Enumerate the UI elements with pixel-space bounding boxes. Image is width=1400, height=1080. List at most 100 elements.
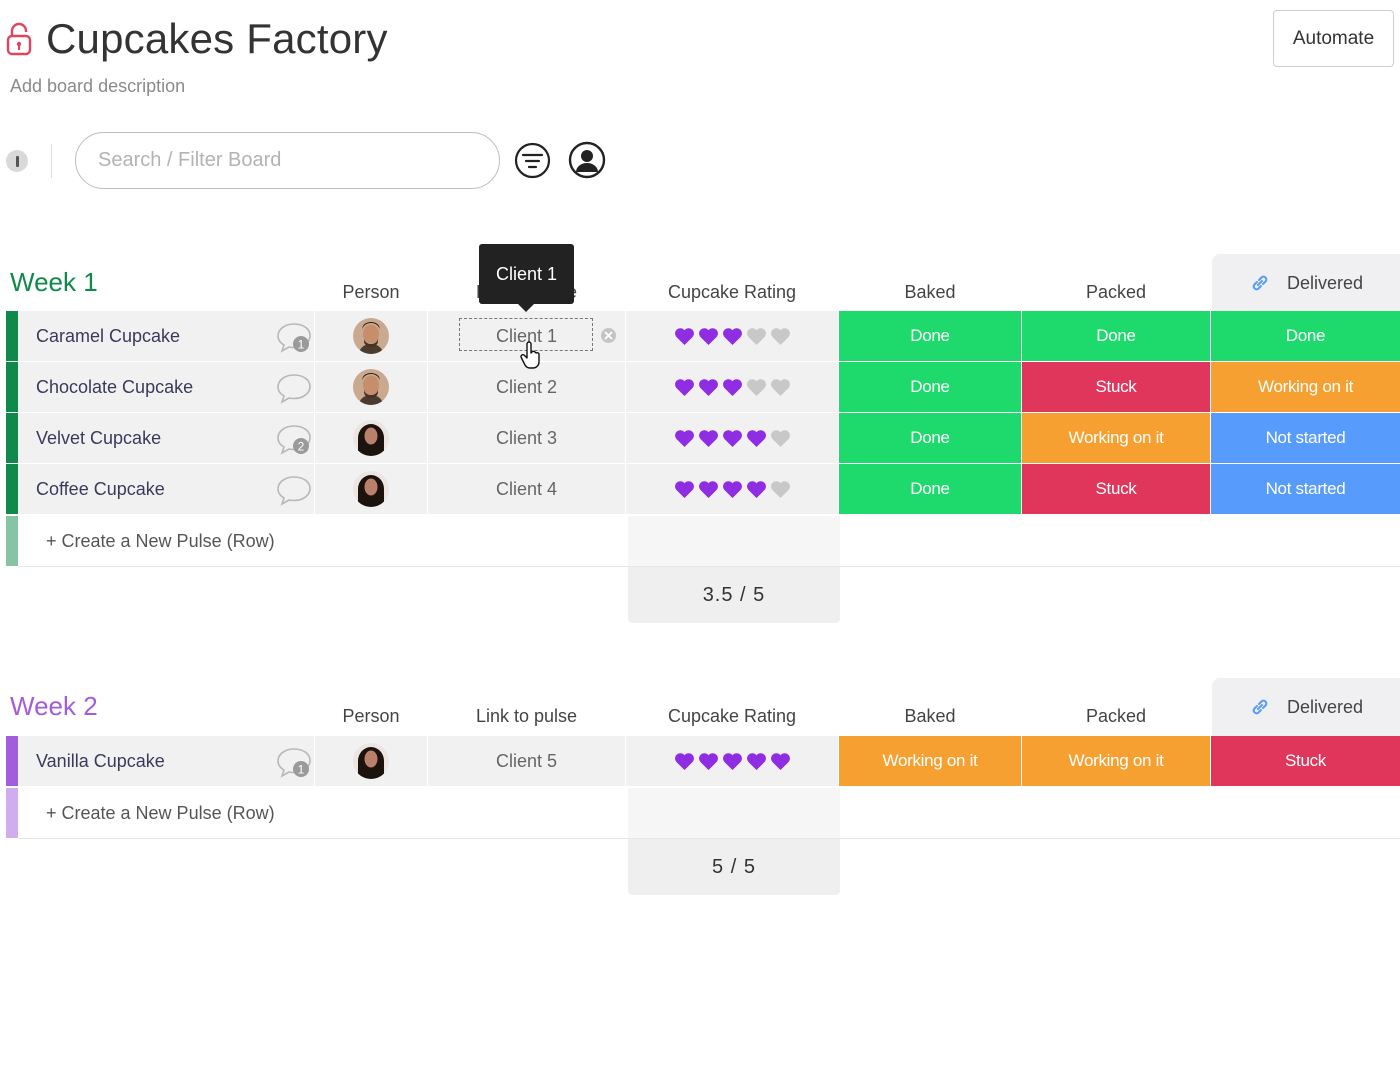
add-pulse-label[interactable]: + Create a New Pulse (Row) (46, 802, 275, 823)
status-packed[interactable]: Working on it (1022, 413, 1210, 463)
person-cell[interactable] (315, 362, 427, 412)
heart-icon[interactable] (746, 378, 767, 397)
heart-icon[interactable] (722, 429, 743, 448)
status-packed[interactable]: Stuck (1022, 464, 1210, 514)
add-pulse-row[interactable]: + Create a New Pulse (Row) (0, 516, 1400, 567)
info-icon[interactable] (6, 150, 28, 172)
heart-icon[interactable] (722, 752, 743, 771)
group-color-bar (6, 736, 18, 786)
avatar[interactable] (353, 471, 389, 507)
heart-icon[interactable] (746, 480, 767, 499)
heart-icon[interactable] (746, 429, 767, 448)
heart-icon[interactable] (698, 378, 719, 397)
heart-icon[interactable] (770, 378, 791, 397)
comment-icon[interactable] (276, 473, 312, 507)
heart-icon[interactable] (746, 327, 767, 346)
heart-icon[interactable] (722, 327, 743, 346)
automate-button[interactable]: Automate (1273, 10, 1394, 67)
column-header-person[interactable]: Person (342, 281, 400, 302)
pulse-name[interactable]: Vanilla Cupcake 1 (18, 736, 314, 786)
link-cell[interactable]: Client 5 (428, 736, 625, 786)
board-title[interactable]: Cupcakes Factory (46, 15, 388, 62)
column-header-delivered[interactable]: Delivered (1212, 254, 1400, 312)
status-baked[interactable]: Done (839, 413, 1021, 463)
heart-icon[interactable] (722, 480, 743, 499)
column-header-link[interactable]: Link to pulse (475, 705, 578, 726)
pulse-name[interactable]: Coffee Cupcake (18, 464, 314, 514)
pulse-name[interactable]: Caramel Cupcake 1 (18, 311, 314, 361)
status-delivered[interactable]: Done (1211, 311, 1400, 361)
status-delivered[interactable]: Stuck (1211, 736, 1400, 786)
status-packed[interactable]: Done (1022, 311, 1210, 361)
heart-icon[interactable] (698, 480, 719, 499)
link-cell[interactable]: Client 4 (428, 464, 625, 514)
heart-icon[interactable] (674, 480, 695, 499)
column-header-delivered[interactable]: Delivered (1212, 678, 1400, 736)
heart-icon[interactable] (770, 327, 791, 346)
status-baked[interactable]: Done (839, 464, 1021, 514)
person-cell[interactable] (315, 413, 427, 463)
link-cell-focus[interactable] (459, 318, 593, 351)
pulse-name[interactable]: Chocolate Cupcake (18, 362, 314, 412)
status-packed[interactable]: Stuck (1022, 362, 1210, 412)
column-header-packed[interactable]: Packed (1085, 281, 1147, 302)
heart-icon[interactable] (674, 378, 695, 397)
rating-cell[interactable] (626, 736, 838, 786)
link-icon (1252, 275, 1268, 291)
status-delivered[interactable]: Not started (1211, 413, 1400, 463)
search-input[interactable] (75, 132, 500, 189)
status-baked[interactable]: Working on it (839, 736, 1021, 786)
column-header-packed[interactable]: Packed (1085, 705, 1147, 726)
link-cell[interactable]: Client 3 (428, 413, 625, 463)
add-pulse-row[interactable]: + Create a New Pulse (Row) (0, 788, 1400, 839)
status-baked[interactable]: Done (839, 311, 1021, 361)
avatar[interactable] (353, 743, 389, 779)
avatar[interactable] (353, 318, 389, 354)
avatar[interactable] (353, 369, 389, 405)
link-cell[interactable]: Client 2 (428, 362, 625, 412)
filter-icon[interactable] (514, 142, 551, 179)
person-filter-icon[interactable] (568, 141, 606, 179)
pulse-name[interactable]: Velvet Cupcake 2 (18, 413, 314, 463)
comment-icon[interactable]: 1 (276, 320, 312, 354)
add-pulse-label[interactable]: + Create a New Pulse (Row) (46, 530, 275, 551)
person-cell[interactable] (315, 464, 427, 514)
heart-icon[interactable] (674, 752, 695, 771)
person-cell[interactable] (315, 736, 427, 786)
status-delivered[interactable]: Working on it (1211, 362, 1400, 412)
group-title[interactable]: Week 2 (10, 691, 98, 721)
heart-icon[interactable] (698, 752, 719, 771)
heart-icon[interactable] (770, 429, 791, 448)
rating-cell[interactable] (626, 413, 838, 463)
heart-icon[interactable] (674, 327, 695, 346)
comment-icon[interactable]: 2 (276, 422, 312, 456)
rating-cell[interactable] (626, 464, 838, 514)
person-cell[interactable] (315, 311, 427, 361)
status-packed[interactable]: Working on it (1022, 736, 1210, 786)
column-header-rating[interactable]: Cupcake Rating (667, 281, 797, 302)
comment-icon[interactable] (276, 371, 312, 405)
toolbar-divider (51, 144, 52, 178)
column-header-baked[interactable]: Baked (904, 281, 956, 302)
heart-icon[interactable] (698, 327, 719, 346)
heart-icon[interactable] (770, 752, 791, 771)
group-title[interactable]: Week 1 (10, 267, 98, 297)
avatar[interactable] (353, 420, 389, 456)
status-label: Not started (1265, 428, 1346, 447)
status-baked[interactable]: Done (839, 362, 1021, 412)
heart-icon[interactable] (746, 752, 767, 771)
comment-icon[interactable]: 1 (276, 745, 312, 779)
rating-cell[interactable] (626, 362, 838, 412)
heart-icon[interactable] (674, 429, 695, 448)
clear-icon[interactable] (600, 327, 617, 344)
comment-count: 1 (298, 763, 305, 777)
heart-icon[interactable] (698, 429, 719, 448)
heart-icon[interactable] (770, 480, 791, 499)
column-header-baked[interactable]: Baked (904, 705, 956, 726)
column-header-person[interactable]: Person (342, 705, 400, 726)
heart-icon[interactable] (722, 378, 743, 397)
column-header-rating[interactable]: Cupcake Rating (667, 705, 797, 726)
rating-cell[interactable] (626, 311, 838, 361)
status-delivered[interactable]: Not started (1211, 464, 1400, 514)
board-description[interactable]: Add board description (10, 76, 186, 96)
